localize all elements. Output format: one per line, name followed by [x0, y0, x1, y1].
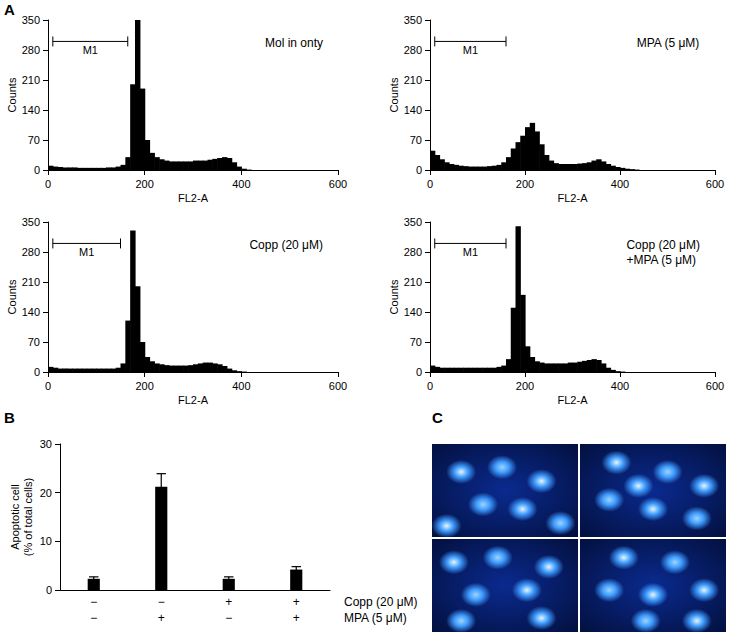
svg-text:70: 70 [28, 336, 40, 348]
svg-text:140: 140 [404, 104, 422, 116]
svg-text:Counts: Counts [6, 77, 18, 112]
svg-text:0: 0 [45, 178, 51, 190]
svg-text:0: 0 [427, 380, 433, 392]
svg-text:−: − [90, 595, 97, 609]
svg-text:0: 0 [45, 380, 51, 392]
svg-text:210: 210 [22, 74, 40, 86]
svg-text:200: 200 [516, 178, 534, 190]
svg-text:FL2-A: FL2-A [178, 192, 209, 204]
svg-text:0: 0 [34, 164, 40, 176]
svg-text:140: 140 [22, 306, 40, 318]
svg-text:400: 400 [611, 380, 629, 392]
svg-text:0: 0 [416, 366, 422, 378]
svg-text:Copp (20 μM): Copp (20 μM) [344, 595, 418, 609]
svg-text:200: 200 [516, 380, 534, 392]
svg-text:210: 210 [22, 276, 40, 288]
svg-text:0: 0 [34, 366, 40, 378]
svg-text:350: 350 [404, 216, 422, 228]
svg-text:B: B [4, 409, 15, 426]
svg-text:+: + [158, 611, 165, 625]
svg-text:FL2-A: FL2-A [178, 394, 209, 406]
svg-text:350: 350 [22, 14, 40, 26]
svg-text:280: 280 [404, 44, 422, 56]
svg-text:Counts: Counts [388, 279, 400, 314]
svg-text:70: 70 [410, 134, 422, 146]
svg-text:210: 210 [404, 74, 422, 86]
svg-text:Counts: Counts [6, 279, 18, 314]
svg-text:10: 10 [40, 535, 52, 547]
svg-text:210: 210 [404, 276, 422, 288]
svg-text:A: A [4, 1, 15, 18]
svg-text:Apoptotic cell: Apoptotic cell [9, 484, 21, 549]
svg-text:70: 70 [410, 336, 422, 348]
svg-text:200: 200 [135, 380, 153, 392]
svg-text:+: + [225, 595, 232, 609]
svg-text:0: 0 [416, 164, 422, 176]
svg-text:350: 350 [404, 14, 422, 26]
svg-text:280: 280 [404, 246, 422, 258]
svg-text:600: 600 [329, 178, 347, 190]
svg-text:400: 400 [611, 178, 629, 190]
svg-text:600: 600 [706, 380, 724, 392]
svg-text:140: 140 [22, 104, 40, 116]
svg-text:M1: M1 [463, 44, 478, 56]
svg-text:0: 0 [46, 584, 52, 596]
svg-text:Counts: Counts [388, 77, 400, 112]
svg-text:MPA (5 μM): MPA (5 μM) [637, 36, 700, 50]
svg-text:280: 280 [22, 44, 40, 56]
svg-text:200: 200 [135, 178, 153, 190]
svg-text:−: − [90, 611, 97, 625]
svg-text:M1: M1 [79, 246, 94, 258]
svg-text:−: − [225, 611, 232, 625]
svg-text:70: 70 [28, 134, 40, 146]
svg-text:−: − [158, 595, 165, 609]
svg-text:280: 280 [22, 246, 40, 258]
svg-text:(% of total cells): (% of total cells) [22, 478, 34, 556]
svg-text:C: C [432, 409, 443, 426]
svg-text:Copp (20 μM): Copp (20 μM) [626, 238, 700, 252]
svg-text:MPA (5 μM): MPA (5 μM) [344, 611, 407, 625]
svg-text:FL2-A: FL2-A [558, 192, 589, 204]
svg-text:400: 400 [232, 178, 250, 190]
svg-text:600: 600 [329, 380, 347, 392]
svg-text:+MPA (5 μM): +MPA (5 μM) [626, 253, 696, 267]
svg-text:400: 400 [232, 380, 250, 392]
svg-text:600: 600 [706, 178, 724, 190]
svg-text:+: + [293, 611, 300, 625]
svg-text:30: 30 [40, 438, 52, 450]
svg-text:20: 20 [40, 487, 52, 499]
svg-text:Copp (20 μM): Copp (20 μM) [249, 238, 323, 252]
svg-text:Mol in onty: Mol in onty [265, 36, 323, 50]
svg-text:350: 350 [22, 216, 40, 228]
svg-text:+: + [293, 595, 300, 609]
svg-text:0: 0 [427, 178, 433, 190]
svg-text:FL2-A: FL2-A [558, 394, 589, 406]
svg-text:M1: M1 [463, 246, 478, 258]
svg-text:M1: M1 [83, 44, 98, 56]
svg-text:140: 140 [404, 306, 422, 318]
